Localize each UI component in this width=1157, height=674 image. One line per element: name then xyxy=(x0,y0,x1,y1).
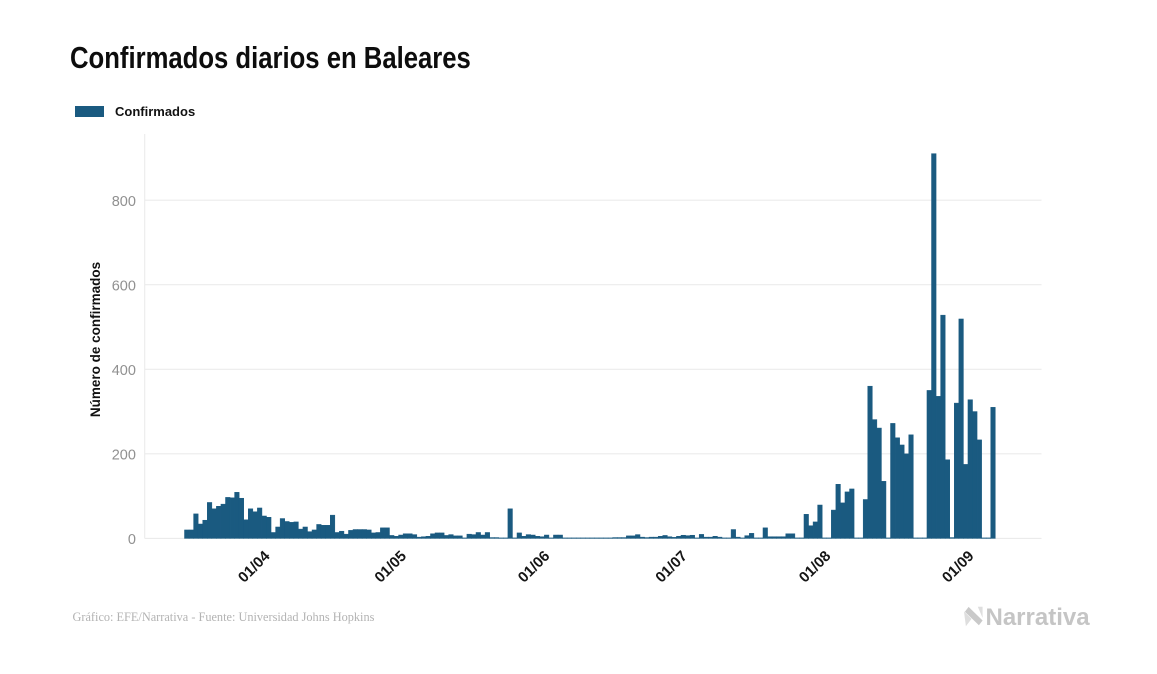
svg-text:01/07: 01/07 xyxy=(652,548,691,587)
svg-text:01/04: 01/04 xyxy=(235,547,274,586)
svg-text:600: 600 xyxy=(112,279,136,295)
svg-text:Número de confirmados: Número de confirmados xyxy=(88,262,103,417)
svg-text:400: 400 xyxy=(112,363,136,379)
svg-text:01/09: 01/09 xyxy=(939,548,978,587)
svg-text:Narrativa: Narrativa xyxy=(986,604,1091,631)
svg-text:01/05: 01/05 xyxy=(371,548,410,587)
svg-text:200: 200 xyxy=(112,448,136,464)
svg-text:01/08: 01/08 xyxy=(796,548,835,587)
svg-text:01/06: 01/06 xyxy=(515,548,554,587)
svg-text:800: 800 xyxy=(112,194,136,210)
svg-text:0: 0 xyxy=(128,532,136,548)
